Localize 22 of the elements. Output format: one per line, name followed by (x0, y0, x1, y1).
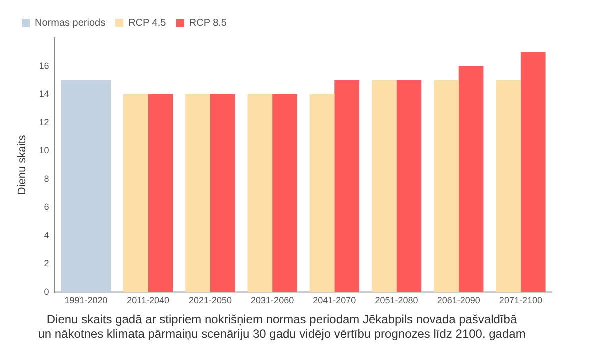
legend-label: Normas periods (35, 18, 106, 29)
y-tick-label: 6 (44, 202, 50, 212)
text: Dienu skaits gadā ar stipriem nokrišņiem normas periodam Jēkabpils novada pašvaldībā un nākotnes klimata pārmaiņu scenāriju 30 gadu vidējo vērtību prognozes līdz 2100. gadam (38, 312, 526, 342)
x-tick-label: 2051-2080 (375, 295, 418, 306)
x-tick-label: 2041-2070 (313, 295, 356, 306)
y-tick-label: 16 (39, 60, 50, 71)
x-tick-label: 2061-2090 (437, 295, 480, 306)
y-tick-label: 8 (44, 174, 50, 184)
x-tick-label: 2071-2100 (499, 295, 542, 306)
x-tick-label: 1991-2020 (64, 295, 108, 306)
y-tick-label: 10 (39, 146, 50, 156)
y-tick-label: 0 (44, 286, 50, 297)
y-tick-label: 2 (44, 258, 50, 269)
y-tick-label: 4 (44, 230, 50, 240)
y-tick-label: 14 (39, 89, 50, 100)
y-tick-label: 12 (39, 117, 50, 128)
legend-label: RCP 8.5 (189, 18, 228, 29)
y-axis-title: Dienu skaits (16, 134, 29, 196)
x-tick-label: 2021-2050 (188, 295, 232, 306)
x-tick-label: 2011-2040 (127, 295, 170, 306)
x-tick-label: 2031-2060 (251, 295, 294, 306)
legend-label: RCP 4.5 (128, 18, 167, 29)
